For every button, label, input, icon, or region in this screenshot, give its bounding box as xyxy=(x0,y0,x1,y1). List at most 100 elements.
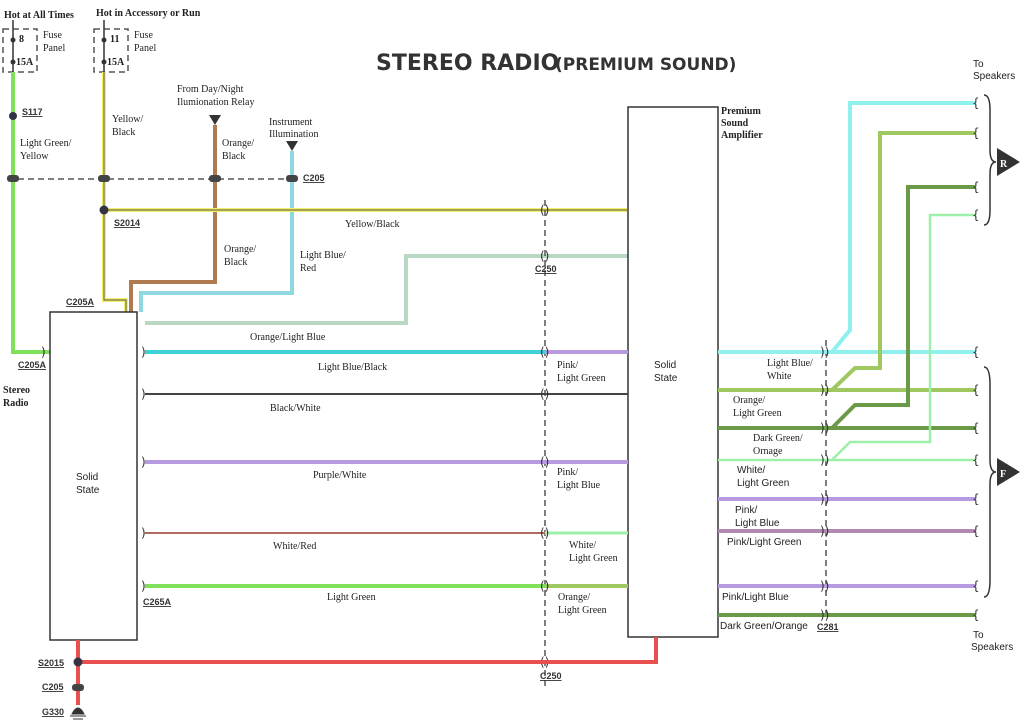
svg-text:(): () xyxy=(540,579,549,593)
wire-orange-light-blue xyxy=(145,254,628,325)
label-wires-right-plb: Pink/Light Blue xyxy=(722,592,789,603)
svg-text:): ) xyxy=(141,345,146,359)
svg-text:{: { xyxy=(972,345,980,359)
label-wires-right-plb2: Light Blue xyxy=(735,518,780,529)
wire-ground-red xyxy=(76,637,658,705)
label-wires-right-dgo: Dark Green/Orange xyxy=(720,621,808,632)
svg-text:): ) xyxy=(141,387,146,401)
label-wires-left-lg: Light Green xyxy=(327,592,376,603)
instrument-source-icon xyxy=(286,141,298,151)
label-wires-mid-olg1: Orange/ xyxy=(558,592,590,603)
label-components-radio-state1: Solid xyxy=(76,472,98,483)
connector-c205-ground xyxy=(72,684,84,691)
svg-text:{: { xyxy=(972,492,980,506)
svg-text:{: { xyxy=(972,579,980,593)
svg-text:{: { xyxy=(972,96,980,110)
label-components-radio-name2: Radio xyxy=(3,398,29,409)
label-speakers-sp2: Speakers xyxy=(971,642,1013,653)
label-components-amp-state1: Solid xyxy=(654,360,676,371)
label-wires-mid-olg2: Light Green xyxy=(558,605,607,616)
label-connectors-c265a: C265A xyxy=(143,597,172,607)
label-wires-right-lbw2: White xyxy=(767,371,792,382)
svg-text:(): () xyxy=(540,345,549,359)
diagram-subtitle: (PREMIUM SOUND) xyxy=(555,55,736,75)
premium-sound-amplifier-box xyxy=(627,106,719,638)
label-speakers-to1: To xyxy=(973,59,984,70)
relay-source-icon xyxy=(209,115,221,125)
svg-text:)): )) xyxy=(820,421,829,435)
svg-text:(): () xyxy=(540,455,549,469)
relay-label-1: From Day/Night xyxy=(177,84,244,95)
label-wires-mid-plg1: Pink/ xyxy=(557,360,578,371)
label-power-fuse2-label2: Panel xyxy=(134,43,156,54)
label-wires-mid-plb2: Light Blue xyxy=(557,480,601,491)
label-wires-right-plg: Pink/Light Green xyxy=(727,537,802,548)
rear-speaker-icon xyxy=(997,148,1020,176)
wire-dark-green-orange xyxy=(718,185,975,430)
label-wires-mid-plb1: Pink/ xyxy=(557,467,578,478)
label-connectors-c250: C250 xyxy=(535,264,557,274)
label-wires-mid-plg2: Light Green xyxy=(557,373,606,384)
label-power-fuse2-amp: 15A xyxy=(107,57,125,68)
label-wires-left-ob-b1: Orange/ xyxy=(224,244,256,255)
svg-text:)): )) xyxy=(820,383,829,397)
svg-text:)): )) xyxy=(820,524,829,538)
fuse-8: 8 15A Fuse Panel xyxy=(2,20,65,73)
svg-text:): ) xyxy=(41,345,46,359)
label-wires-left-lbr1: Light Blue/ xyxy=(300,250,346,261)
wire-light-green-yellow xyxy=(11,72,50,354)
stereo-radio-box xyxy=(49,311,138,641)
wire-white-light-green xyxy=(718,213,975,462)
svg-text:{: { xyxy=(972,208,980,222)
front-speaker-brace xyxy=(983,366,997,598)
label-wires-left-lg-y2: Yellow xyxy=(20,151,49,162)
ground-icon xyxy=(70,707,86,720)
label-power-fuse1-label2: Panel xyxy=(43,43,65,54)
wire-light-blue-red xyxy=(139,151,294,312)
label-wires-left-yb1: Yellow/ xyxy=(112,114,143,125)
label-wires-left-wr: White/Red xyxy=(273,541,316,552)
label-speakers-sp1: Speakers xyxy=(973,71,1015,82)
label-power-fuse1-num: 8 xyxy=(19,34,24,45)
rear-speaker-brace xyxy=(983,94,997,226)
label-wires-left-bw: Black/White xyxy=(270,403,321,414)
label-wires-left-ob-b2: Black xyxy=(224,257,247,268)
label-power-fuse2-label1: Fuse xyxy=(134,30,153,41)
label-components-amp-name3: Amplifier xyxy=(721,130,763,141)
label-wires-left-lbb: Light Blue/Black xyxy=(318,362,387,373)
label-components-amp-state2: State xyxy=(654,373,678,384)
label-wires-left-olb: Orange/Light Blue xyxy=(250,332,326,343)
svg-text:{: { xyxy=(972,180,980,194)
splice-s2014 xyxy=(99,205,109,215)
label-wires-mid-wlg1: White/ xyxy=(569,540,596,551)
svg-text:(): () xyxy=(540,203,549,217)
svg-text:{: { xyxy=(972,421,980,435)
splice-s117 xyxy=(9,112,17,120)
label-wires-right-lbw1: Light Blue/ xyxy=(767,358,813,369)
instrument-label-1: Instrument xyxy=(269,117,313,128)
label-power-fuse1-label1: Fuse xyxy=(43,30,62,41)
label-splices-s2015: S2015 xyxy=(38,658,64,668)
label-power-fuse1-amp: 15A xyxy=(16,57,34,68)
front-speaker-icon xyxy=(997,458,1020,486)
label-wires-mid-wlg2: Light Green xyxy=(569,553,618,564)
svg-text:(): () xyxy=(540,526,549,540)
label-wires-left-pw: Purple/White xyxy=(313,470,367,481)
instrument-label-2: Illumination xyxy=(269,129,318,140)
label-connectors-c250: C250 xyxy=(540,671,562,681)
label-wires-right-dgo1: Dark Green/ xyxy=(753,433,803,444)
label-wires-left-ob2: Black xyxy=(222,151,245,162)
label-speakers-rear: R xyxy=(1000,159,1008,170)
svg-text:{: { xyxy=(972,524,980,538)
hot-in-accessory-label: Hot in Accessory or Run xyxy=(96,8,201,19)
label-connectors-c205: C205 xyxy=(42,682,64,692)
svg-text:)): )) xyxy=(820,492,829,506)
label-connectors-c205: C205 xyxy=(303,173,325,183)
label-wires-right-wlg2: Light Green xyxy=(737,478,789,489)
svg-text:): ) xyxy=(141,526,146,540)
svg-text:{: { xyxy=(972,126,980,140)
svg-text:)): )) xyxy=(820,579,829,593)
label-power-fuse2-num: 11 xyxy=(110,34,119,45)
svg-text:(): () xyxy=(540,387,549,401)
